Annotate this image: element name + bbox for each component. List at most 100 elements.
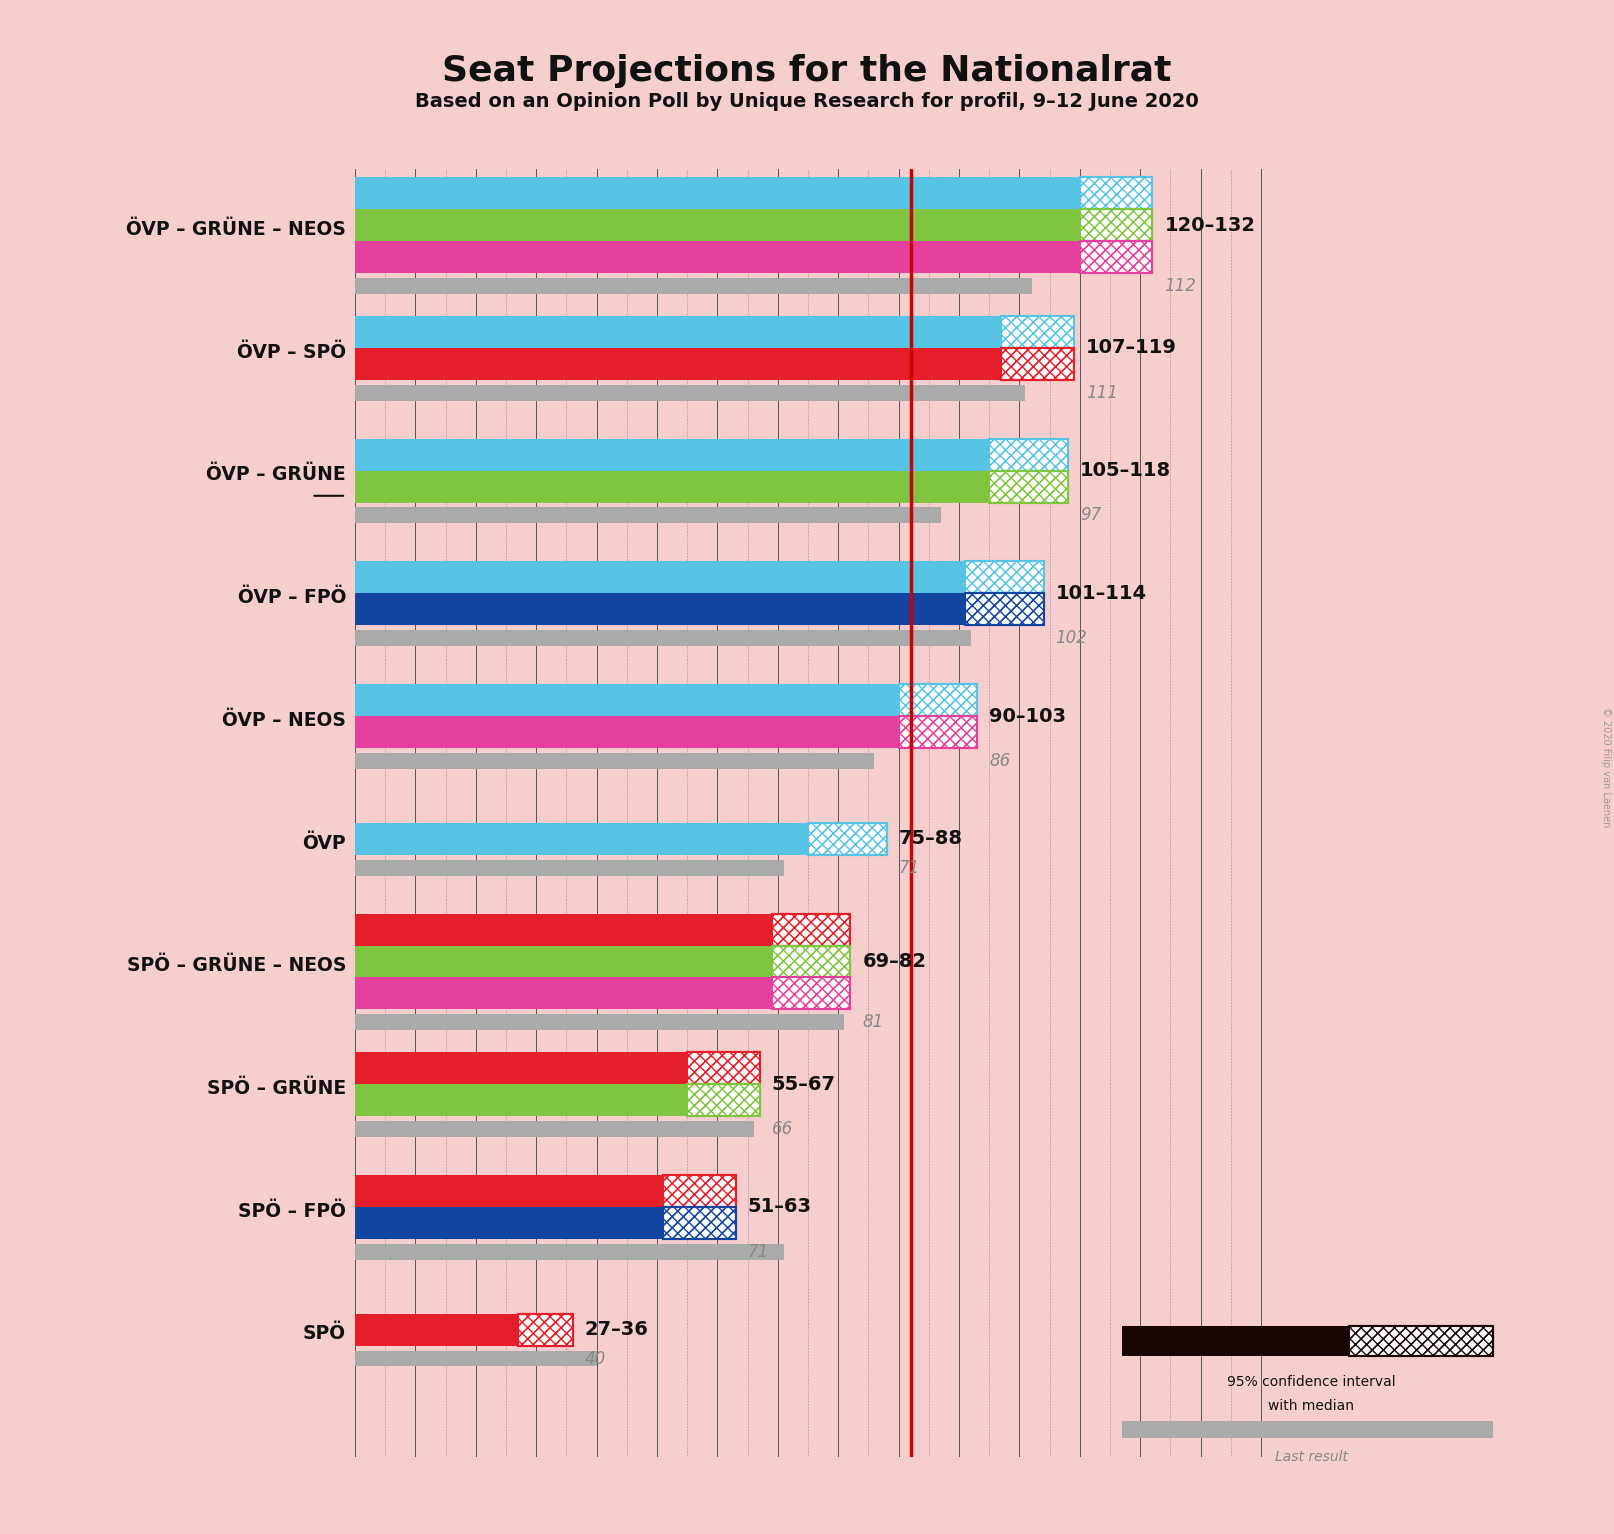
Bar xyxy=(771,945,851,977)
Text: ÖVP: ÖVP xyxy=(302,833,345,853)
Bar xyxy=(1122,1325,1349,1356)
Text: ÖVP – NEOS: ÖVP – NEOS xyxy=(223,710,345,730)
Bar xyxy=(809,822,886,854)
Text: SPÖ: SPÖ xyxy=(303,1324,345,1344)
Bar xyxy=(355,1175,663,1207)
Bar xyxy=(989,471,1068,503)
Text: 102: 102 xyxy=(1056,629,1088,647)
Bar xyxy=(771,914,851,945)
Bar xyxy=(355,348,1001,380)
Bar xyxy=(899,684,976,716)
Bar xyxy=(355,1313,518,1345)
Text: ÖVP – SPÖ: ÖVP – SPÖ xyxy=(237,342,345,362)
Bar xyxy=(989,439,1068,471)
Bar xyxy=(663,1207,736,1239)
Bar xyxy=(965,594,1044,626)
Bar xyxy=(355,561,965,594)
Bar xyxy=(1349,1325,1493,1356)
Bar xyxy=(355,1244,784,1259)
Bar xyxy=(355,684,899,716)
Text: 97: 97 xyxy=(1080,506,1101,525)
Bar xyxy=(355,241,1080,273)
Bar xyxy=(771,977,851,1009)
Bar xyxy=(688,1085,760,1117)
Text: 27–36: 27–36 xyxy=(584,1321,649,1339)
Bar xyxy=(771,977,851,1009)
Bar xyxy=(355,1014,844,1031)
Bar xyxy=(518,1313,573,1345)
Bar xyxy=(688,1085,760,1117)
Bar xyxy=(899,716,976,749)
Text: 71: 71 xyxy=(899,859,920,876)
Bar xyxy=(355,1350,597,1367)
Text: 107–119: 107–119 xyxy=(1086,339,1177,357)
Text: 105–118: 105–118 xyxy=(1080,462,1170,480)
Bar xyxy=(899,716,976,749)
Bar xyxy=(355,1121,754,1137)
Bar xyxy=(899,684,976,716)
Bar xyxy=(355,278,1031,295)
Bar xyxy=(771,914,851,945)
Text: SPÖ – FPÖ: SPÖ – FPÖ xyxy=(237,1201,345,1221)
Bar xyxy=(355,209,1080,241)
Text: 75–88: 75–88 xyxy=(899,830,962,848)
Bar xyxy=(355,178,1080,209)
Bar xyxy=(518,1313,573,1345)
Text: 55–67: 55–67 xyxy=(771,1075,836,1094)
Bar xyxy=(809,822,886,854)
Bar xyxy=(518,1313,573,1345)
Bar xyxy=(809,822,886,854)
Bar xyxy=(965,561,1044,594)
Bar xyxy=(355,1207,663,1239)
Bar xyxy=(989,439,1068,471)
Text: SPÖ – GRÜNE: SPÖ – GRÜNE xyxy=(207,1078,345,1098)
Bar xyxy=(355,439,989,471)
Bar xyxy=(1080,209,1152,241)
Bar xyxy=(355,1085,688,1117)
Text: 40: 40 xyxy=(584,1350,605,1367)
Bar xyxy=(989,471,1068,503)
Bar xyxy=(355,385,1025,400)
Bar xyxy=(355,630,972,646)
Bar xyxy=(965,561,1044,594)
Bar xyxy=(355,316,1001,348)
Bar xyxy=(1080,241,1152,273)
Bar xyxy=(1001,316,1073,348)
Text: SPÖ – GRÜNE – NEOS: SPÖ – GRÜNE – NEOS xyxy=(126,956,345,976)
Bar xyxy=(965,594,1044,626)
Bar xyxy=(771,977,851,1009)
Bar xyxy=(1080,241,1152,273)
Bar xyxy=(965,594,1044,626)
Bar xyxy=(663,1175,736,1207)
Bar xyxy=(771,914,851,945)
Bar xyxy=(1080,209,1152,241)
Bar xyxy=(663,1207,736,1239)
Bar xyxy=(1349,1325,1493,1356)
Text: 86: 86 xyxy=(989,752,1010,770)
Bar xyxy=(688,1052,760,1085)
Bar xyxy=(1001,348,1073,380)
Bar xyxy=(355,945,771,977)
Bar xyxy=(355,977,771,1009)
Bar xyxy=(1001,316,1073,348)
Bar xyxy=(771,945,851,977)
Bar xyxy=(688,1052,760,1085)
Text: 112: 112 xyxy=(1164,278,1196,295)
Text: 90–103: 90–103 xyxy=(989,707,1067,726)
Bar xyxy=(688,1085,760,1117)
Bar xyxy=(355,594,965,626)
Bar xyxy=(1080,178,1152,209)
Bar xyxy=(771,945,851,977)
Text: 95% confidence interval: 95% confidence interval xyxy=(1227,1374,1396,1390)
Bar xyxy=(355,753,875,769)
Bar xyxy=(1001,316,1073,348)
Bar xyxy=(989,439,1068,471)
Bar xyxy=(1122,1420,1493,1439)
Text: 101–114: 101–114 xyxy=(1056,584,1148,603)
Bar xyxy=(663,1175,736,1207)
Text: 111: 111 xyxy=(1086,384,1119,402)
Bar xyxy=(1001,348,1073,380)
Bar xyxy=(355,716,899,749)
Bar xyxy=(1080,241,1152,273)
Bar xyxy=(1080,178,1152,209)
